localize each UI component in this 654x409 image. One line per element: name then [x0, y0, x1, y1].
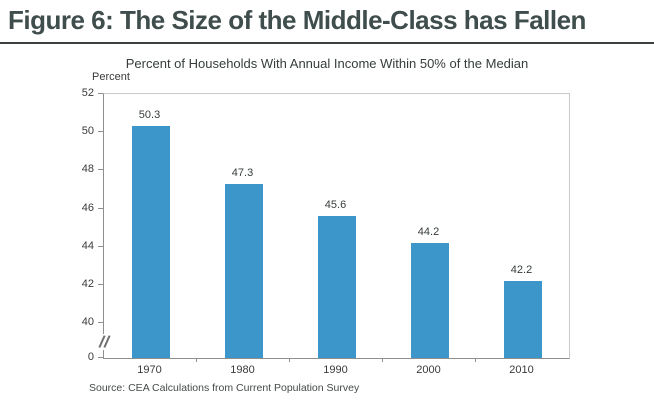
bar-2010	[503, 281, 542, 358]
y-tick-mark	[98, 93, 103, 94]
y-tick-mark	[98, 207, 103, 209]
y-tick-mark	[98, 245, 103, 247]
bar-1980	[224, 183, 263, 358]
y-axis-unit-label: Percent	[92, 71, 130, 83]
y-tick-label: 52	[81, 87, 94, 99]
y-tick-label: 46	[81, 201, 94, 214]
chart-subtitle: Percent of Households With Annual Income…	[125, 56, 529, 71]
bar-value-label: 45.6	[324, 199, 347, 212]
x-tick-mark	[475, 358, 476, 362]
bar-value-label: 47.3	[231, 166, 254, 179]
x-tick-mark	[382, 358, 383, 362]
y-tick-label: 48	[81, 163, 94, 176]
bar-value-label: 50.3	[138, 109, 161, 122]
x-tick-mark	[289, 358, 290, 362]
bar-value-label: 42.2	[510, 264, 533, 277]
x-tick-label: 2000	[416, 364, 441, 376]
x-tick-label: 2010	[509, 364, 534, 376]
y-tick-mark	[98, 131, 103, 133]
title-divider-rule	[0, 42, 654, 44]
bar-value-label: 44.2	[417, 225, 440, 238]
bar-1990	[317, 216, 356, 358]
y-tick-mark	[98, 169, 103, 171]
y-tick-label: 42	[81, 277, 94, 290]
y-tick-mark	[98, 283, 103, 285]
plot-area	[103, 93, 570, 359]
figure-title: Figure 6: The Size of the Middle-Class h…	[8, 5, 586, 35]
y-axis-break-mark	[96, 334, 112, 350]
bar-2000	[410, 242, 449, 358]
x-tick-label: 1970	[137, 364, 162, 376]
y-tick-label: 0	[87, 351, 94, 363]
y-tick-mark	[98, 322, 103, 323]
x-tick-label: 1990	[323, 364, 348, 376]
source-note: Source: CEA Calculations from Current Po…	[89, 382, 360, 394]
x-tick-label: 1980	[230, 364, 255, 376]
y-tick-mark	[98, 357, 103, 358]
y-tick-label: 40	[81, 316, 94, 328]
y-tick-label: 50	[81, 125, 94, 138]
x-tick-mark	[196, 358, 197, 362]
bar-1970	[131, 126, 170, 358]
y-tick-label: 44	[81, 239, 94, 252]
